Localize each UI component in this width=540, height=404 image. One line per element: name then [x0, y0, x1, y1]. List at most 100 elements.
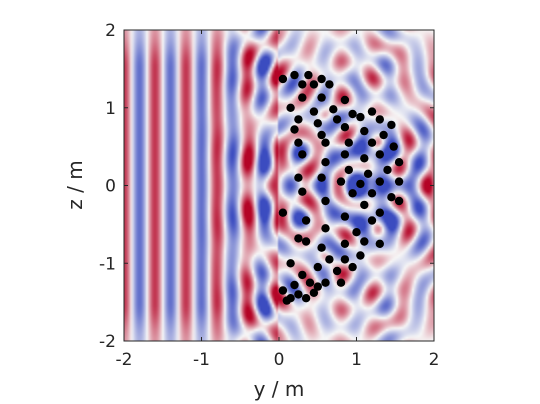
particle-point	[282, 296, 291, 305]
particle-point	[348, 262, 357, 272]
particle-point	[348, 109, 357, 119]
particle-point	[321, 278, 330, 287]
particle-point	[317, 74, 326, 84]
particle-point	[313, 282, 322, 291]
particle-point	[325, 80, 334, 89]
particle-point	[344, 138, 353, 147]
particle-point	[278, 286, 288, 295]
particle-point	[367, 107, 377, 116]
particle-point	[294, 115, 303, 124]
particle-point	[332, 266, 342, 276]
particle-scatter	[278, 70, 404, 305]
particle-point	[394, 177, 404, 186]
particle-point	[309, 288, 319, 297]
particle-point	[379, 130, 388, 140]
particle-point	[298, 80, 307, 89]
particle-point	[375, 208, 384, 217]
particle-point	[329, 105, 338, 114]
particle-point	[286, 103, 295, 113]
particle-point	[340, 123, 350, 132]
particle-point	[344, 165, 353, 175]
particle-point	[321, 158, 330, 167]
particle-point	[340, 212, 350, 221]
particle-point	[294, 290, 303, 299]
particle-point	[336, 177, 346, 186]
particle-point	[278, 74, 288, 84]
particle-point	[332, 115, 342, 124]
x-tick-label: -1	[193, 350, 210, 370]
particle-point	[394, 196, 404, 206]
particle-point	[375, 115, 384, 124]
particle-point	[317, 93, 326, 102]
axis-ticks: -2 -1 0 1 2 -2 -1 0 1 2	[99, 21, 439, 370]
particle-point	[367, 138, 377, 147]
particle-point	[317, 173, 326, 182]
particle-point	[340, 95, 350, 105]
particle-point	[387, 120, 396, 130]
particle-point	[340, 239, 350, 248]
particle-point	[383, 165, 392, 175]
particle-point	[305, 278, 315, 287]
particle-point	[278, 208, 288, 217]
x-axis-label: y / m	[254, 377, 305, 401]
particle-point	[360, 237, 369, 246]
x-tick-label: 2	[429, 350, 440, 370]
particle-point	[375, 239, 384, 248]
particle-point	[360, 126, 369, 136]
particle-point	[290, 280, 299, 290]
particle-point	[375, 177, 384, 186]
particle-point	[313, 119, 322, 128]
particle-point	[309, 80, 319, 89]
particle-point	[317, 130, 326, 140]
particle-point	[389, 142, 398, 151]
particle-point	[298, 187, 307, 196]
y-tick-label: 1	[105, 99, 116, 119]
particle-point	[394, 158, 404, 167]
particle-point	[321, 224, 330, 233]
particle-point	[321, 196, 330, 206]
particle-point	[298, 270, 307, 280]
particle-point	[360, 200, 369, 210]
particle-point	[290, 125, 299, 134]
particle-point	[290, 70, 299, 80]
particle-point	[363, 169, 373, 178]
y-tick-label: -1	[99, 254, 116, 274]
particle-point	[367, 216, 377, 225]
particle-point	[309, 107, 319, 116]
particle-point	[294, 138, 303, 147]
particle-point	[321, 138, 330, 147]
particle-point	[313, 262, 322, 272]
particle-point	[340, 150, 350, 159]
particle-point	[317, 243, 326, 252]
particle-point	[367, 189, 377, 198]
x-tick-label: -2	[116, 350, 133, 370]
particle-point	[298, 93, 307, 102]
particle-point	[356, 112, 365, 122]
particle-point	[387, 193, 396, 202]
particle-point	[294, 173, 303, 182]
y-tick-label: -2	[99, 332, 116, 352]
particle-point	[298, 150, 307, 159]
x-tick-label: 1	[351, 350, 362, 370]
particle-point	[301, 216, 311, 225]
particle-point	[360, 154, 369, 163]
y-axis-label: z / m	[63, 160, 87, 209]
particle-point	[348, 189, 357, 198]
particle-point	[356, 251, 365, 260]
particle-point	[356, 179, 365, 189]
wave-field-heatmap	[124, 30, 434, 341]
particle-point	[301, 294, 311, 303]
particle-point	[325, 255, 334, 264]
x-tick-label: 0	[274, 350, 285, 370]
particle-point	[340, 255, 350, 264]
particle-point	[294, 234, 303, 243]
particle-point	[286, 259, 295, 268]
particle-point	[352, 228, 361, 237]
particle-point	[304, 70, 313, 80]
particle-point	[375, 150, 384, 159]
particle-point	[301, 237, 311, 246]
y-tick-label: 2	[105, 21, 116, 41]
y-tick-label: 0	[105, 177, 116, 197]
particle-point	[336, 278, 346, 287]
